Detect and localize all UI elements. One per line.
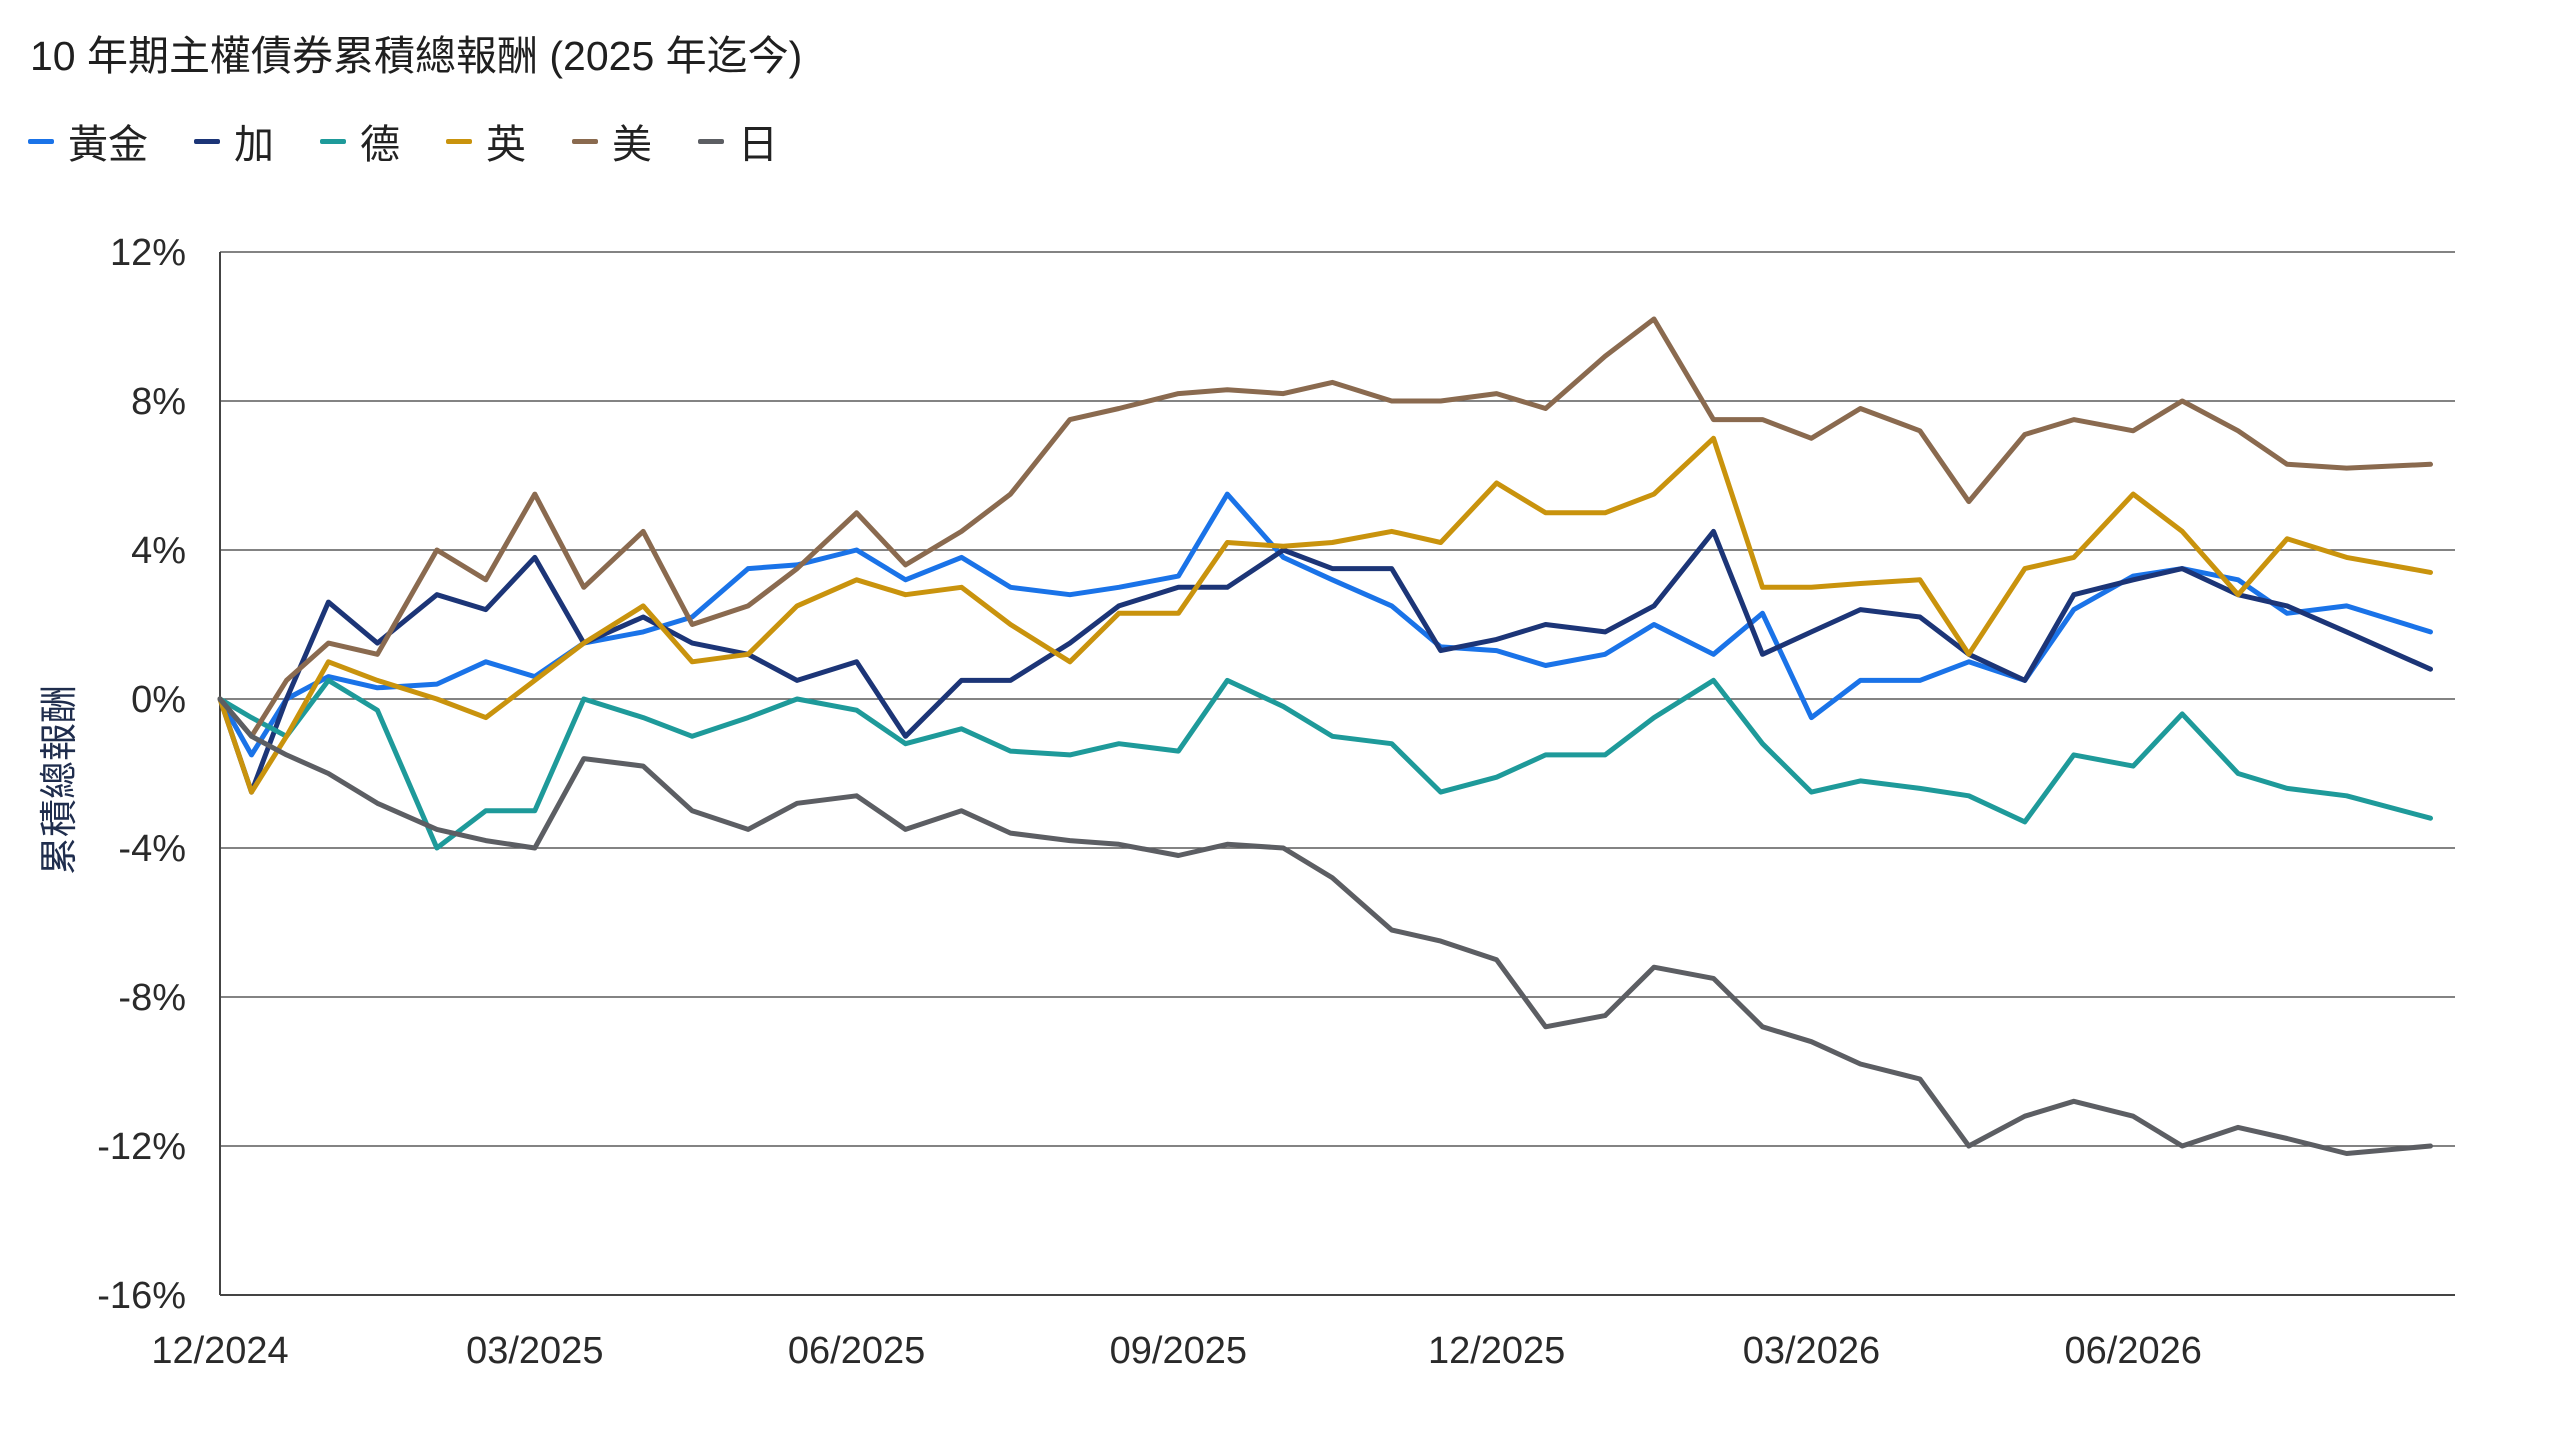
x-tick-label: 06/2026 xyxy=(2065,1330,2202,1372)
x-tick-label: 12/2025 xyxy=(1428,1330,1565,1372)
series-line xyxy=(217,316,2433,739)
y-tick-label: -12% xyxy=(97,1126,186,1168)
legend-swatch xyxy=(698,138,724,144)
legend: 黃金 加 德 英 美 日 xyxy=(28,112,824,170)
legend-item: 加 xyxy=(194,112,274,170)
x-tick-label: 12/2024 xyxy=(151,1330,288,1372)
y-tick-label: 12% xyxy=(110,232,186,274)
chart-title: 10 年期主權債券累積總報酬 (2025 年迄今) xyxy=(30,33,803,79)
y-tick-label: 4% xyxy=(131,530,186,572)
legend-swatch xyxy=(446,138,472,144)
gridlines xyxy=(220,251,2455,1147)
y-tick-label: 0% xyxy=(131,679,186,721)
y-tick-label: -4% xyxy=(118,828,186,870)
legend-label: 日 xyxy=(738,123,778,167)
legend-swatch xyxy=(194,138,220,144)
y-tick-label: -16% xyxy=(97,1275,186,1317)
legend-label: 美 xyxy=(612,123,652,167)
legend-swatch xyxy=(28,138,54,144)
y-axis-title: 累積總報酬 xyxy=(39,685,81,875)
legend-item: 美 xyxy=(572,112,652,170)
x-tick-label: 03/2025 xyxy=(466,1330,603,1372)
y-tick-label: 8% xyxy=(131,381,186,423)
legend-label: 德 xyxy=(360,123,400,167)
series-line xyxy=(217,528,2433,795)
legend-item: 黃金 xyxy=(28,112,148,170)
legend-item: 日 xyxy=(698,112,778,170)
x-tick-label: 09/2025 xyxy=(1110,1330,1247,1372)
legend-item: 英 xyxy=(446,112,526,170)
legend-label: 加 xyxy=(234,123,274,167)
x-tick-label: 03/2026 xyxy=(1743,1330,1880,1372)
series-lines xyxy=(217,316,2433,1156)
series-line xyxy=(217,677,2433,851)
legend-label: 英 xyxy=(486,123,526,167)
series-line xyxy=(217,696,2433,1156)
legend-label: 黃金 xyxy=(68,123,148,167)
axes: 12% 8% 4% 0% -4% -8% -12% -16% 12/2024 03/2025 06/… xyxy=(97,232,2455,1372)
series-line xyxy=(217,435,2433,795)
legend-swatch xyxy=(320,138,346,144)
y-tick-label: -8% xyxy=(118,977,186,1019)
x-tick-label: 06/2025 xyxy=(788,1330,925,1372)
legend-swatch xyxy=(572,138,598,144)
legend-item: 德 xyxy=(320,112,400,170)
